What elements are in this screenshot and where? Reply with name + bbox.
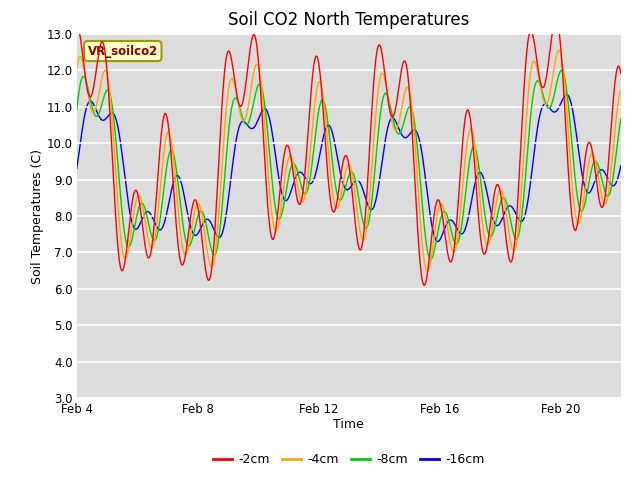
Legend: -2cm, -4cm, -8cm, -16cm: -2cm, -4cm, -8cm, -16cm [208, 448, 490, 471]
Text: VR_soilco2: VR_soilco2 [88, 45, 158, 58]
Title: Soil CO2 North Temperatures: Soil CO2 North Temperatures [228, 11, 470, 29]
X-axis label: Time: Time [333, 419, 364, 432]
Y-axis label: Soil Temperatures (C): Soil Temperatures (C) [31, 148, 44, 284]
